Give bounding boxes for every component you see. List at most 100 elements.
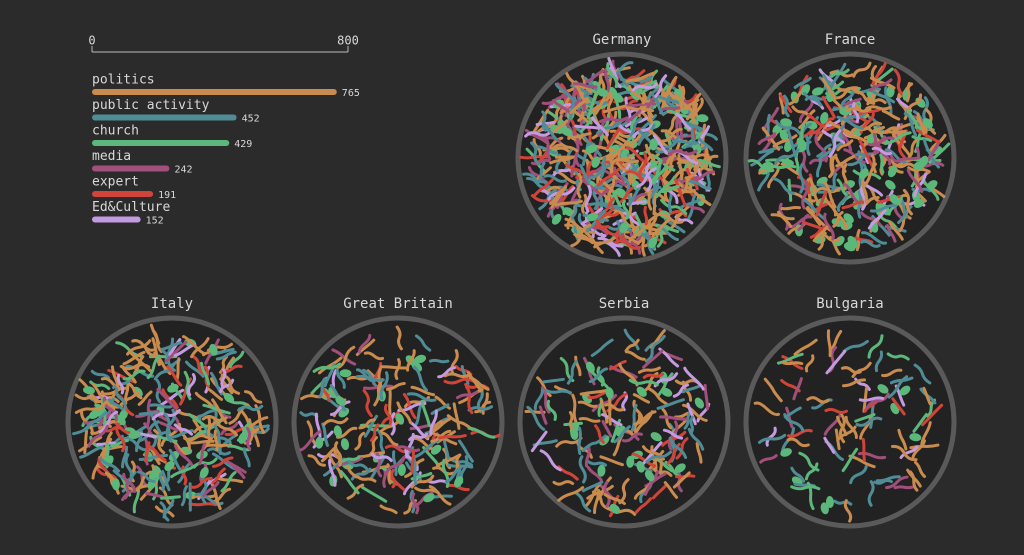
squiggle: [783, 413, 805, 433]
squiggle: [865, 392, 890, 410]
category-label: politics: [92, 73, 155, 88]
squiggle: [370, 452, 393, 463]
squiggle: [906, 468, 922, 488]
squiggle: [430, 417, 452, 434]
squiggle: [530, 158, 551, 166]
squiggle: [909, 443, 940, 450]
squiggle: [836, 178, 848, 196]
squiggle: [828, 153, 838, 179]
squiggle: [242, 447, 251, 468]
x-tick-label: 800: [337, 34, 359, 48]
squiggle: [220, 471, 237, 493]
squiggle: [361, 486, 388, 503]
squiggle: [565, 123, 583, 146]
squiggle: [613, 425, 631, 444]
squiggle: [867, 480, 875, 507]
squiggle: [457, 439, 474, 463]
squiggle: [99, 457, 121, 473]
squiggle: [549, 188, 565, 205]
country-label: Italy: [151, 296, 193, 312]
squiggle: [171, 382, 185, 402]
squiggle: [335, 426, 358, 439]
country-panels: Germany France Italy Great Britain Serbia Bul…: [65, 32, 957, 529]
squiggle: [79, 445, 104, 459]
squiggle: [834, 236, 845, 247]
squiggle: [186, 373, 197, 397]
squiggle: [783, 406, 802, 419]
squiggle: [149, 403, 173, 409]
squiggle: [843, 499, 853, 523]
squiggle: [832, 210, 844, 228]
squiggle: [643, 205, 649, 226]
squiggle: [379, 365, 407, 370]
squiggle: [574, 355, 582, 377]
squiggle: [452, 402, 461, 430]
squiggle: [859, 168, 869, 180]
squiggle: [659, 155, 690, 162]
squiggle: [572, 82, 598, 89]
squiggle: [391, 450, 398, 477]
squiggle: [238, 407, 257, 434]
squiggle: [618, 478, 630, 505]
squiggle: [854, 89, 876, 105]
squiggle: [87, 424, 109, 448]
squiggle: [823, 436, 836, 454]
squiggle: [194, 391, 213, 407]
squiggle: [689, 415, 694, 435]
squiggle: [780, 448, 792, 457]
squiggle: [625, 170, 653, 182]
squiggle: [569, 96, 589, 115]
category-label: media: [92, 149, 131, 164]
squiggle: [443, 377, 475, 385]
squiggle: [566, 360, 578, 385]
squiggle: [180, 465, 188, 486]
squiggle: [750, 149, 774, 167]
squiggle: [867, 96, 887, 105]
squiggle: [663, 481, 679, 499]
squiggle: [757, 132, 777, 146]
squiggle: [246, 426, 252, 451]
squiggle: [438, 434, 467, 440]
squiggle: [533, 388, 544, 411]
squiggle: [600, 413, 623, 427]
squiggle: [821, 95, 836, 119]
squiggle: [603, 492, 626, 506]
squiggle: [689, 179, 712, 191]
squiggle: [396, 401, 413, 425]
squiggle: [815, 190, 828, 217]
squiggle: [909, 433, 922, 442]
squiggle: [652, 134, 669, 155]
squiggle: [648, 211, 658, 236]
squiggle: [626, 106, 655, 113]
squiggle: [405, 349, 416, 372]
squiggle: [893, 68, 904, 97]
squiggle: [773, 164, 797, 170]
squiggle: [843, 182, 861, 204]
squiggle: [653, 372, 679, 388]
squiggle: [121, 445, 129, 469]
squiggle: [652, 195, 657, 216]
squiggle: [198, 442, 207, 466]
squiggle: [544, 389, 573, 395]
squiggle: [633, 410, 657, 426]
squiggle: [444, 464, 464, 485]
squiggle: [183, 434, 209, 442]
squiggle: [604, 403, 624, 412]
squiggle: [554, 199, 583, 207]
squiggle: [620, 210, 643, 227]
squiggle: [793, 338, 818, 356]
squiggle: [845, 107, 872, 113]
squiggle: [532, 178, 554, 198]
squiggle: [335, 368, 346, 390]
squiggle: [160, 341, 183, 351]
squiggle: [759, 454, 778, 464]
squiggle: [841, 447, 859, 473]
squiggle: [804, 134, 811, 156]
squiggle: [683, 366, 705, 391]
squiggle: [190, 477, 213, 489]
squiggle: [870, 153, 877, 174]
squiggle: [897, 428, 908, 451]
squiggle: [596, 120, 622, 135]
squiggle: [627, 187, 640, 207]
squiggle: [318, 377, 326, 399]
